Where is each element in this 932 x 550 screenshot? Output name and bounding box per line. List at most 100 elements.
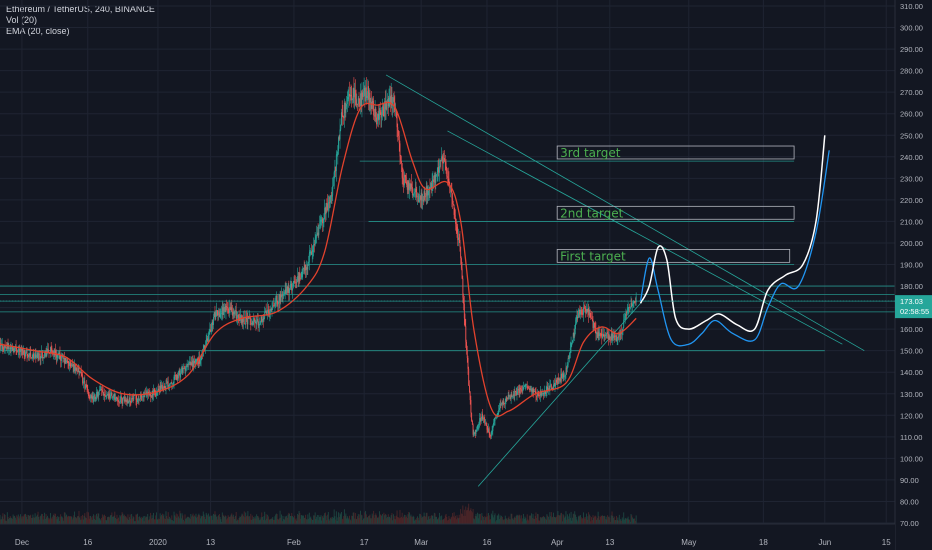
time-tick-label: May xyxy=(681,538,696,547)
candle-body xyxy=(199,360,201,364)
candle-body xyxy=(324,207,326,215)
candle-body xyxy=(340,125,342,130)
candle-body xyxy=(200,355,202,361)
candle-body xyxy=(474,432,476,435)
candle-body xyxy=(395,110,397,111)
candle-body xyxy=(475,429,477,434)
volume-bar xyxy=(550,516,552,524)
candle-body xyxy=(300,278,301,280)
volume-bar xyxy=(353,512,355,524)
volume-bar xyxy=(614,520,616,524)
volume-bar xyxy=(576,519,578,524)
volume-bar xyxy=(627,516,629,524)
volume-bar xyxy=(617,517,619,524)
candle-body xyxy=(447,176,448,178)
candle-body xyxy=(33,353,35,359)
volume-bar xyxy=(393,518,395,524)
volume-bar xyxy=(498,513,500,524)
volume-bar xyxy=(433,519,435,524)
volume-bar xyxy=(17,516,18,524)
candle-body xyxy=(594,322,595,328)
volume-bar xyxy=(344,515,346,524)
volume-bar xyxy=(283,519,285,524)
candle-body xyxy=(177,372,179,379)
candle-body xyxy=(611,333,613,340)
candle-body xyxy=(226,307,228,308)
candle-body xyxy=(370,102,372,103)
price-axis[interactable]: 310.00300.00290.00280.00270.00260.00250.… xyxy=(894,0,932,550)
volume-bar xyxy=(527,519,529,524)
candle-body xyxy=(368,86,369,100)
volume-bar xyxy=(300,514,302,524)
candle-body xyxy=(518,389,520,393)
volume-bar xyxy=(158,518,160,524)
candle-body xyxy=(449,187,451,189)
candle-body xyxy=(259,324,261,326)
candle-body xyxy=(557,377,559,384)
candle-body xyxy=(516,391,518,395)
candle-body xyxy=(604,335,606,338)
candle-body xyxy=(270,308,271,312)
candle-body xyxy=(472,424,474,435)
volume-bar xyxy=(241,513,243,524)
candle-body xyxy=(105,395,107,397)
candle-body xyxy=(373,115,375,117)
candle-body xyxy=(273,305,274,307)
candle-body xyxy=(278,301,280,303)
candle-body xyxy=(67,360,69,364)
volume-bar xyxy=(202,515,203,524)
candle-body xyxy=(339,129,341,140)
candle-body xyxy=(549,384,551,391)
volume-bar xyxy=(225,516,227,524)
candle-body xyxy=(568,358,570,359)
volume-bar xyxy=(580,515,582,524)
volume-bar xyxy=(515,517,516,524)
candle-body xyxy=(551,387,553,389)
candle-body xyxy=(376,117,378,125)
volume-bar xyxy=(352,512,354,524)
volume-bar xyxy=(286,517,288,524)
candle-body xyxy=(25,351,27,353)
candle-body xyxy=(622,327,624,331)
candle-body xyxy=(350,94,352,97)
candle-body xyxy=(464,318,466,327)
volume-bar xyxy=(11,518,13,524)
candle-body xyxy=(398,130,399,137)
candle-body xyxy=(227,307,229,311)
volume-bar xyxy=(599,519,601,524)
volume-bar xyxy=(71,516,73,524)
candle-body xyxy=(545,391,546,395)
volume-bar xyxy=(14,515,16,524)
volume-bar xyxy=(629,521,631,524)
candle-body xyxy=(467,357,469,369)
volume-bar xyxy=(522,518,524,524)
volume-bar xyxy=(134,521,136,524)
candle-body xyxy=(284,289,286,293)
candle-body xyxy=(505,397,507,402)
volume-bar xyxy=(144,515,146,524)
volume-bar xyxy=(401,512,403,524)
candle-body xyxy=(462,278,464,298)
candle-body xyxy=(459,239,461,247)
volume-bar xyxy=(499,515,501,524)
volume-bar xyxy=(49,518,51,524)
candle-body xyxy=(607,333,609,340)
candle-body xyxy=(177,374,179,379)
price-tick-label: 230.00 xyxy=(900,174,923,183)
volume-bar xyxy=(547,516,549,524)
candle-body xyxy=(93,394,95,396)
volume-bar xyxy=(5,520,7,524)
candle-body xyxy=(583,307,585,309)
volume-bar xyxy=(36,514,38,524)
candle-body xyxy=(123,396,125,398)
time-axis[interactable]: Dec 16 2020 13 Feb 17 Mar 16 Apr 13 May 18 Jun 15 xyxy=(0,523,895,550)
volume-bar xyxy=(503,520,505,524)
candle-body xyxy=(581,313,583,315)
volume-bar xyxy=(59,516,61,524)
volume-bar xyxy=(538,520,540,524)
candle-body xyxy=(275,295,277,302)
candle-body xyxy=(398,136,400,144)
price-tick-label: 110.00 xyxy=(900,433,922,442)
volume-bar xyxy=(626,518,628,524)
